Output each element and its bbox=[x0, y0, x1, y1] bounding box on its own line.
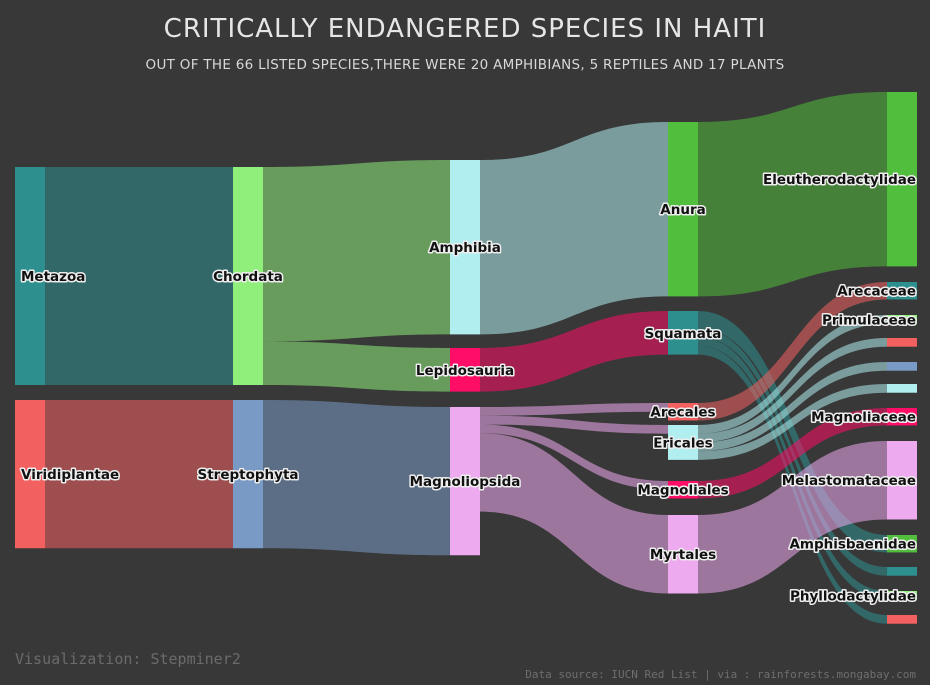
link-ericales-fam_g[interactable] bbox=[698, 362, 887, 452]
node-fam_k[interactable] bbox=[887, 567, 917, 576]
node-label-melastomataceae: Melastomataceae bbox=[782, 473, 916, 489]
node-label-magnoliales: Magnoliales bbox=[637, 483, 728, 499]
node-fam_m[interactable] bbox=[887, 615, 917, 624]
node-phyllodactylidae[interactable] bbox=[887, 591, 917, 600]
sankey-labels: Metazoa Viridiplantae Chordata Streptophyta… bbox=[20, 171, 918, 606]
node-fam_f[interactable] bbox=[887, 338, 917, 347]
link-chordata-lepidosauria[interactable] bbox=[263, 341, 450, 392]
node-magnoliopsida[interactable] bbox=[450, 407, 480, 556]
link-chordata-amphibia[interactable] bbox=[263, 160, 450, 342]
node-squamata[interactable] bbox=[668, 311, 698, 355]
node-label-primulaceae: Primulaceae bbox=[822, 312, 916, 328]
node-lepidosauria[interactable] bbox=[450, 348, 480, 392]
node-arecales[interactable] bbox=[668, 403, 698, 421]
node-chordata[interactable] bbox=[233, 167, 263, 385]
node-label-magnoliopsida: Magnoliopsida bbox=[410, 474, 521, 490]
node-fam_g[interactable] bbox=[887, 362, 917, 371]
sankey-nodes bbox=[15, 92, 917, 624]
node-label-chordata: Chordata bbox=[213, 269, 283, 285]
node-magnoliales[interactable] bbox=[668, 481, 698, 499]
node-magnoliaceae[interactable] bbox=[887, 408, 917, 426]
node-eleutherodactylidae[interactable] bbox=[887, 92, 917, 267]
node-label-eleutherodactylidae: Eleutherodactylidae bbox=[763, 172, 916, 188]
node-label-magnoliaceae: Magnoliaceae bbox=[811, 410, 916, 426]
link-magnoliopsida-magnoliales[interactable] bbox=[480, 424, 668, 490]
chart-title: CRITICALLY ENDANGERED SPECIES IN HAITI bbox=[163, 14, 767, 44]
link-squamata-amphisbaenidae[interactable] bbox=[698, 311, 887, 553]
data-source-link[interactable]: Data source: IUCN Red List | via : rainf… bbox=[525, 668, 916, 681]
node-label-metazoa: Metazoa bbox=[21, 269, 85, 285]
link-lepidosauria-squamata[interactable] bbox=[480, 311, 668, 392]
node-label-myrtales: Myrtales bbox=[650, 547, 716, 563]
link-anura-eleutherodactylidae[interactable] bbox=[698, 92, 887, 297]
link-magnoliopsida-arecales[interactable] bbox=[480, 403, 668, 416]
node-label-viridiplantae: Viridiplantae bbox=[21, 467, 119, 483]
link-viridiplantae-streptophyta[interactable] bbox=[45, 400, 233, 549]
link-magnoliopsida-myrtales[interactable] bbox=[480, 433, 668, 594]
sankey-links bbox=[45, 92, 887, 624]
chart-subtitle: OUT OF THE 66 LISTED SPECIES,THERE WERE … bbox=[145, 57, 785, 73]
node-primulaceae[interactable] bbox=[887, 315, 917, 324]
node-label-arecales: Arecales bbox=[650, 405, 715, 421]
link-magnoliales-magnoliaceae[interactable] bbox=[698, 408, 887, 499]
node-amphibia[interactable] bbox=[450, 160, 480, 335]
node-amphisbaenidae[interactable] bbox=[887, 535, 917, 553]
node-streptophyta[interactable] bbox=[233, 400, 263, 549]
visualization-credit: Visualization: Stepminer2 bbox=[15, 650, 241, 668]
link-squamata-phyllodactylidae[interactable] bbox=[698, 337, 887, 600]
node-label-phyllodactylidae: Phyllodactylidae bbox=[790, 588, 916, 604]
node-melastomataceae[interactable] bbox=[887, 441, 917, 520]
node-label-anura: Anura bbox=[660, 202, 705, 218]
node-anura[interactable] bbox=[668, 122, 698, 297]
link-myrtales-melastomataceae[interactable] bbox=[698, 441, 887, 594]
link-magnoliopsida-ericales[interactable] bbox=[480, 415, 668, 434]
link-arecales-arecaceae[interactable] bbox=[698, 282, 887, 421]
node-myrtales[interactable] bbox=[668, 515, 698, 594]
node-viridiplantae[interactable] bbox=[15, 400, 45, 549]
link-ericales-fam_h[interactable] bbox=[698, 384, 887, 460]
node-label-arecaceae: Arecaceae bbox=[837, 284, 916, 300]
link-ericales-fam_f[interactable] bbox=[698, 338, 887, 443]
node-label-ericales: Ericales bbox=[653, 435, 712, 451]
link-amphibia-anura[interactable] bbox=[480, 122, 668, 335]
link-metazoa-chordata[interactable] bbox=[45, 167, 233, 385]
node-label-lepidosauria: Lepidosauria bbox=[416, 363, 514, 379]
node-label-squamata: Squamata bbox=[645, 326, 722, 342]
node-metazoa[interactable] bbox=[15, 167, 45, 385]
node-label-amphibia: Amphibia bbox=[429, 240, 501, 256]
node-arecaceae[interactable] bbox=[887, 282, 917, 300]
node-label-streptophyta: Streptophyta bbox=[197, 467, 298, 483]
node-label-amphisbaenidae: Amphisbaenidae bbox=[789, 537, 916, 553]
link-streptophyta-magnoliopsida[interactable] bbox=[263, 400, 450, 556]
node-fam_h[interactable] bbox=[887, 384, 917, 393]
node-ericales[interactable] bbox=[668, 425, 698, 460]
link-ericales-primulaceae[interactable] bbox=[698, 315, 887, 434]
